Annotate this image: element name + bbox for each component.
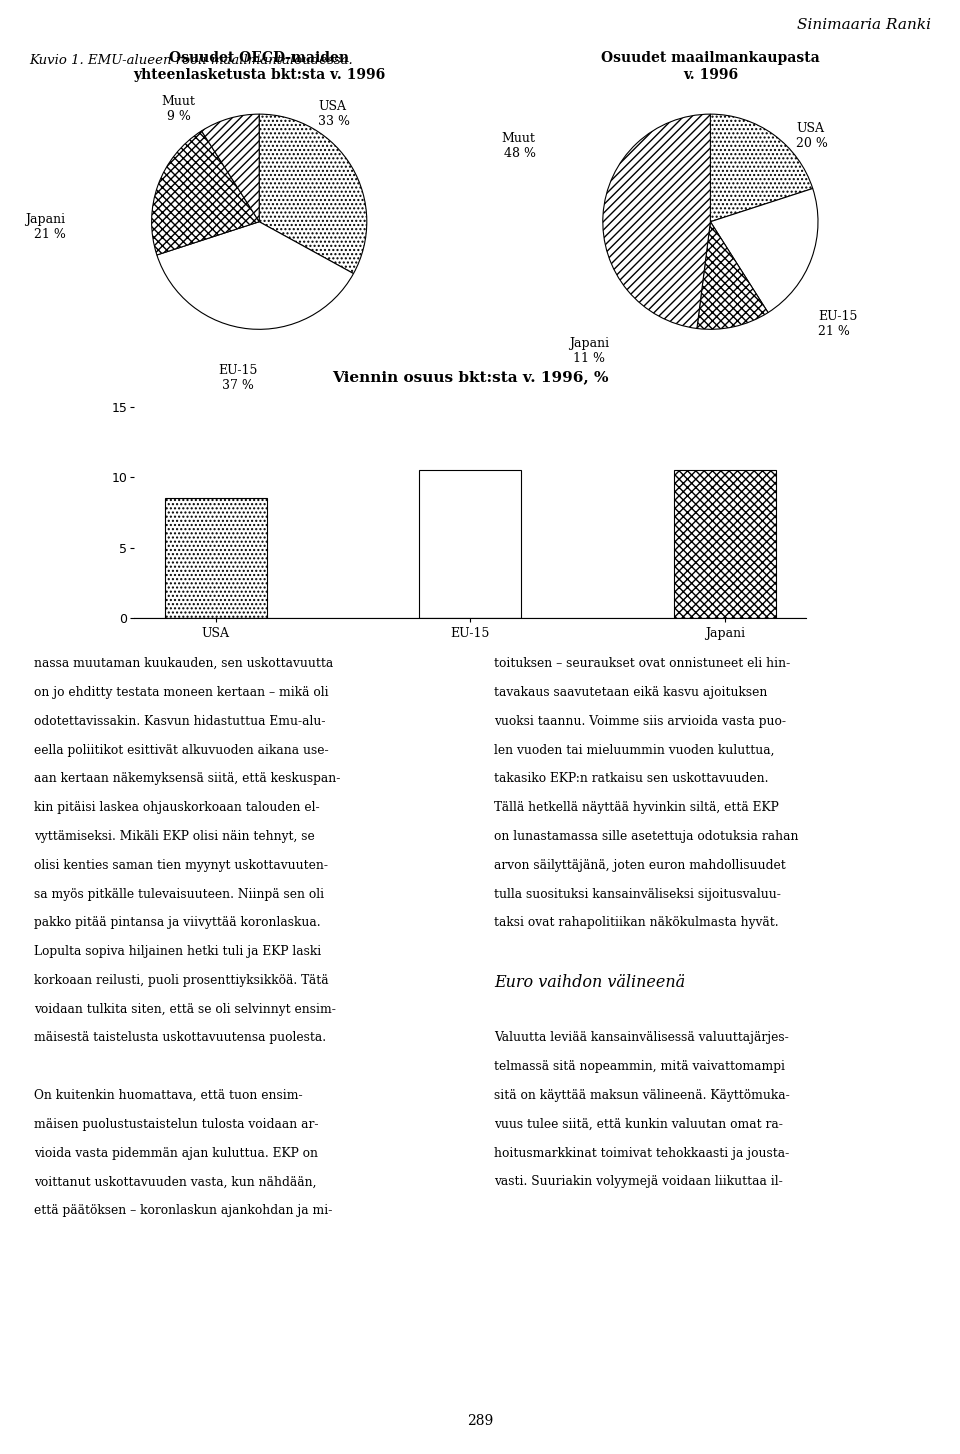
Bar (165, 499, 267, 618)
Text: Japani
11 %: Japani 11 % (569, 337, 610, 365)
Text: mäisen puolustustaistelun tulosta voidaan ar-: mäisen puolustustaistelun tulosta voidaa… (34, 1118, 318, 1131)
Wedge shape (710, 115, 813, 222)
Text: kin pitäisi laskea ohjauskorkoaan talouden el-: kin pitäisi laskea ohjauskorkoaan taloud… (34, 801, 320, 814)
Text: vyttämiseksi. Mikäli EKP olisi näin tehnyt, se: vyttämiseksi. Mikäli EKP olisi näin tehn… (34, 830, 314, 843)
Text: takasiko EKP:n ratkaisu sen uskottavuuden.: takasiko EKP:n ratkaisu sen uskottavuude… (494, 772, 769, 785)
Text: tulla suosituksi kansainväliseksi sijoitusvaluu-: tulla suosituksi kansainväliseksi sijoit… (494, 887, 781, 900)
Text: USA
33 %: USA 33 % (319, 100, 350, 128)
Title: Osuudet maailmankaupasta
v. 1996: Osuudet maailmankaupasta v. 1996 (601, 51, 820, 81)
Text: Kuvio 1. EMU-alueen rooli maailmantaloudessa.: Kuvio 1. EMU-alueen rooli maailmantaloud… (29, 54, 352, 67)
Text: sitä on käyttää maksun välineenä. Käyttömuka-: sitä on käyttää maksun välineenä. Käyttö… (494, 1089, 790, 1102)
Wedge shape (202, 115, 259, 222)
Wedge shape (156, 222, 353, 329)
Text: Muut
9 %: Muut 9 % (161, 95, 196, 122)
Text: Tällä hetkellä näyttää hyvinkin siltä, että EKP: Tällä hetkellä näyttää hyvinkin siltä, e… (494, 801, 780, 814)
Text: Muut
48 %: Muut 48 % (502, 132, 536, 160)
Text: voittanut uskottavuuden vasta, kun nähdään,: voittanut uskottavuuden vasta, kun nähdä… (34, 1175, 316, 1188)
Text: että päätöksen – koronlaskun ajankohdan ja mi-: että päätöksen – koronlaskun ajankohdan … (34, 1204, 332, 1217)
Wedge shape (152, 131, 259, 254)
Text: Japani
21 %: Japani 21 % (25, 214, 65, 241)
Text: tavakaus saavutetaan eikä kasvu ajoituksen: tavakaus saavutetaan eikä kasvu ajoituks… (494, 686, 768, 699)
Text: voidaan tulkita siten, että se oli selvinnyt ensim-: voidaan tulkita siten, että se oli selvi… (34, 1003, 335, 1016)
Text: eella poliitikot esittivät alkuvuoden aikana use-: eella poliitikot esittivät alkuvuoden ai… (34, 743, 328, 756)
Text: mäisestä taistelusta uskottavuutensa puolesta.: mäisestä taistelusta uskottavuutensa puo… (34, 1031, 325, 1044)
Text: 289: 289 (467, 1413, 493, 1428)
Text: On kuitenkin huomattava, että tuon ensim-: On kuitenkin huomattava, että tuon ensim… (34, 1089, 302, 1102)
Wedge shape (259, 115, 367, 273)
Text: Sinimaaria Ranki: Sinimaaria Ranki (797, 17, 931, 32)
Text: USA
20 %: USA 20 % (797, 122, 828, 150)
Text: aan kertaan näkemyksensä siitä, että keskuspan-: aan kertaan näkemyksensä siitä, että kes… (34, 772, 340, 785)
Text: pakko pitää pintansa ja viivyttää koronlaskua.: pakko pitää pintansa ja viivyttää koronl… (34, 916, 321, 929)
Text: toituksen – seuraukset ovat onnistuneet eli hin-: toituksen – seuraukset ovat onnistuneet … (494, 657, 791, 670)
Wedge shape (710, 189, 818, 313)
Text: telmassä sitä nopeammin, mitä vaivattomampi: telmassä sitä nopeammin, mitä vaivattoma… (494, 1060, 785, 1073)
Bar (674, 470, 776, 618)
Text: taksi ovat rahapolitiikan näkökulmasta hyvät.: taksi ovat rahapolitiikan näkökulmasta h… (494, 916, 779, 929)
Wedge shape (603, 115, 710, 329)
Text: olisi kenties saman tien myynyt uskottavuuten-: olisi kenties saman tien myynyt uskottav… (34, 859, 327, 872)
Text: vasti. Suuriakin volyymejä voidaan liikuttaa il-: vasti. Suuriakin volyymejä voidaan liiku… (494, 1175, 783, 1188)
Text: Lopulta sopiva hiljainen hetki tuli ja EKP laski: Lopulta sopiva hiljainen hetki tuli ja E… (34, 945, 321, 958)
Text: vuoksi taannu. Voimme siis arvioida vasta puo-: vuoksi taannu. Voimme siis arvioida vast… (494, 715, 786, 728)
Text: EU-15
37 %: EU-15 37 % (218, 364, 257, 391)
Text: arvon säilyttäjänä, joten euron mahdollisuudet: arvon säilyttäjänä, joten euron mahdolli… (494, 859, 786, 872)
Text: odotettavissakin. Kasvun hidastuttua Emu-alu-: odotettavissakin. Kasvun hidastuttua Emu… (34, 715, 325, 728)
Text: EU-15
21 %: EU-15 21 % (818, 310, 857, 337)
Wedge shape (697, 222, 768, 329)
Text: on jo ehditty testata moneen kertaan – mikä oli: on jo ehditty testata moneen kertaan – m… (34, 686, 328, 699)
Text: Euro vaihdon välineenä: Euro vaihdon välineenä (494, 974, 685, 990)
Text: vuus tulee siitä, että kunkin valuutan omat ra-: vuus tulee siitä, että kunkin valuutan o… (494, 1118, 783, 1131)
Text: vioida vasta pidemmän ajan kuluttua. EKP on: vioida vasta pidemmän ajan kuluttua. EKP… (34, 1147, 318, 1160)
Text: hoitusmarkkinat toimivat tehokkaasti ja jousta-: hoitusmarkkinat toimivat tehokkaasti ja … (494, 1147, 790, 1160)
Text: nassa muutaman kuukauden, sen uskottavuutta: nassa muutaman kuukauden, sen uskottavuu… (34, 657, 333, 670)
Title: Viennin osuus bkt:sta v. 1996, %: Viennin osuus bkt:sta v. 1996, % (332, 371, 609, 384)
Title: Osuudet OECD-maiden
yhteenlasketusta bkt:sta v. 1996: Osuudet OECD-maiden yhteenlasketusta bkt… (133, 51, 385, 81)
Text: on lunastamassa sille asetettuja odotuksia rahan: on lunastamassa sille asetettuja odotuks… (494, 830, 799, 843)
Text: len vuoden tai mieluummin vuoden kuluttua,: len vuoden tai mieluummin vuoden kuluttu… (494, 743, 775, 756)
Text: Valuutta leviää kansainvälisessä valuuttajärjes-: Valuutta leviää kansainvälisessä valuutt… (494, 1031, 789, 1044)
Bar (420, 470, 521, 618)
Text: sa myös pitkälle tulevaisuuteen. Niinpä sen oli: sa myös pitkälle tulevaisuuteen. Niinpä … (34, 887, 324, 900)
Text: korkoaan reilusti, puoli prosenttiyksikköä. Tätä: korkoaan reilusti, puoli prosenttiyksikk… (34, 974, 328, 987)
